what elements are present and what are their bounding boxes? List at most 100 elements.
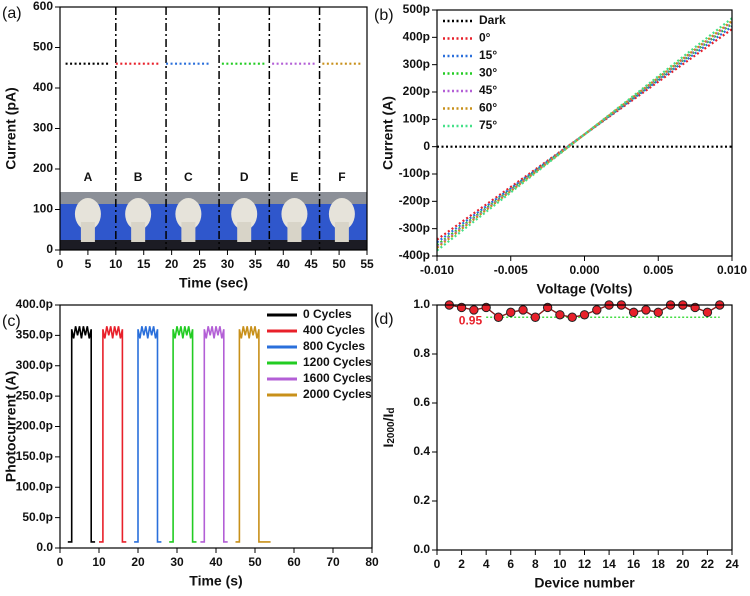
y-tick-label: 0.6	[413, 395, 430, 409]
y-tick-label: 500p	[403, 2, 430, 16]
x-tick-label: 50	[332, 257, 346, 271]
series-line	[99, 326, 127, 543]
y-tick-label: 250.0p	[16, 388, 53, 402]
y-tick-label: 150.0p	[16, 449, 53, 463]
legend-label: 1600 Cycles	[303, 371, 372, 385]
y-tick-label: 1.0	[413, 297, 430, 311]
data-point	[506, 307, 516, 318]
y-tick-label: -400p	[399, 248, 430, 262]
data-point	[628, 307, 639, 318]
x-tick-label: 15	[137, 257, 151, 271]
legend-label: 0°	[479, 31, 491, 45]
data-point	[469, 305, 479, 315]
segment-label: B	[134, 170, 143, 184]
photo-inset	[60, 192, 367, 250]
x-tick-label: 10	[553, 557, 567, 571]
panel-label: (c)	[2, 313, 21, 330]
legend-label: 60°	[479, 101, 497, 115]
y-tick-label: 0.4	[413, 444, 430, 458]
y-tick-label: 0.2	[413, 493, 430, 507]
segment-label: A	[84, 170, 93, 184]
device-stem	[131, 222, 146, 242]
x-tick-label: 40	[209, 555, 223, 569]
y-tick-label: 300.0p	[16, 358, 53, 372]
y-tick-label: 400p	[403, 30, 430, 44]
y-tick-label: -200p	[399, 194, 430, 208]
x-tick-label: 20	[165, 257, 179, 271]
y-tick-label: 350.0p	[16, 328, 53, 342]
x-tick-label: 45	[305, 257, 319, 271]
y-tick-label: -100p	[399, 166, 430, 180]
plot-frame	[59, 6, 368, 251]
x-tick-label: 0	[434, 557, 441, 571]
series-line	[436, 20, 733, 249]
data-point	[530, 312, 541, 322]
y-tick-label: 300p	[403, 57, 430, 71]
x-tick-label: 24	[725, 557, 739, 571]
x-tick-label: 10	[92, 555, 106, 569]
x-tick-label: 4	[483, 557, 490, 571]
y-tick-label: 400	[33, 80, 53, 94]
y-tick-label: 400.0p	[16, 297, 53, 311]
y-tick-label: 500	[33, 40, 53, 54]
y-tick-label: 0	[423, 139, 430, 153]
x-tick-label: -0.005	[494, 263, 528, 277]
legend-label: 2000 Cycles	[303, 387, 372, 401]
legend-label: 75°	[479, 118, 497, 132]
x-tick-label: 6	[507, 557, 514, 571]
data-point	[567, 312, 577, 322]
x-tick-label: 30	[221, 257, 235, 271]
legend-label: Dark	[479, 13, 506, 27]
data-point	[493, 312, 504, 322]
data-point	[641, 305, 651, 315]
device-stem	[237, 222, 252, 242]
x-tick-label: 50	[248, 555, 262, 569]
y-tick-label: 200p	[403, 84, 430, 98]
y-tick-label: 0.0	[413, 542, 430, 556]
x-tick-label: 30	[170, 555, 184, 569]
x-tick-label: 35	[249, 257, 263, 271]
series-line	[200, 326, 228, 543]
y-tick-label: 0	[46, 242, 53, 256]
data-point	[555, 310, 565, 320]
y-tick-label: -300p	[399, 221, 430, 235]
legend-label: 30°	[479, 66, 497, 80]
panel-label: (d)	[374, 311, 394, 328]
device-stem	[181, 222, 196, 242]
x-axis-label: Device number	[534, 575, 635, 591]
y-tick-label: 200	[33, 161, 53, 175]
x-tick-label: -0.010	[420, 263, 454, 277]
x-tick-label: 40	[277, 257, 291, 271]
segment-label: C	[184, 170, 193, 184]
x-tick-label: 0	[57, 257, 64, 271]
x-tick-label: 5	[85, 257, 92, 271]
segment-label: D	[240, 170, 249, 184]
data-point	[518, 305, 528, 315]
data-point	[702, 307, 713, 318]
x-tick-label: 80	[365, 555, 379, 569]
legend-label: 45°	[479, 83, 497, 97]
device-stem	[80, 222, 95, 242]
x-tick-label: 0.005	[643, 263, 673, 277]
photo-base	[60, 240, 367, 250]
y-tick-label: 100.0p	[16, 479, 53, 493]
x-tick-label: 10	[109, 257, 123, 271]
y-tick-label: 0.0	[36, 540, 53, 554]
y-axis-label: I2000/Id	[380, 407, 397, 447]
legend-label: 400 Cycles	[303, 323, 365, 337]
legend-label: 15°	[479, 48, 497, 62]
legend-label: 1200 Cycles	[303, 355, 372, 369]
x-tick-label: 2	[458, 557, 465, 571]
y-tick-label: 200.0p	[16, 419, 53, 433]
y-tick-label: 100p	[403, 112, 430, 126]
x-tick-label: 20	[676, 557, 690, 571]
x-tick-label: 60	[287, 555, 301, 569]
plot-frame	[59, 304, 373, 549]
device-stem	[287, 222, 302, 242]
x-tick-label: 8	[532, 557, 539, 571]
y-tick-label: 0.8	[413, 346, 430, 360]
plot-frame	[436, 9, 733, 257]
series-line	[436, 22, 733, 246]
legend-label: 800 Cycles	[303, 339, 365, 353]
